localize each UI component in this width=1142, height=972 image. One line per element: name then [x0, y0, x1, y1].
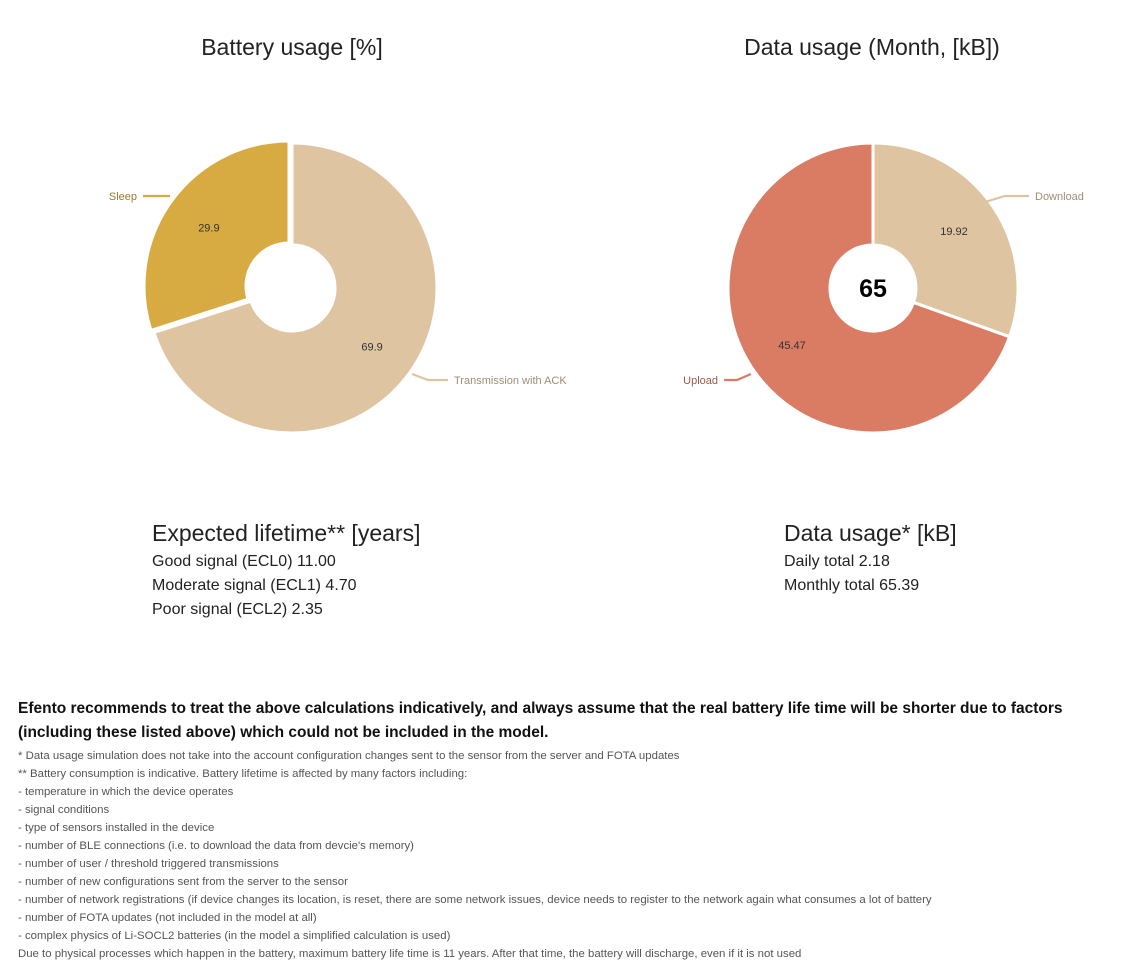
data-chart-title: Data usage (Month, [kB]) [744, 34, 1000, 60]
lifetime-row-moderate-signal: Moderate signal (ECL1) 4.70 [152, 577, 357, 594]
disclaimer-note: - signal conditions [18, 804, 110, 816]
disclaimer-note: - number of new configurations sent from… [18, 876, 348, 888]
battery-usage-donut: Battery usage [%] 29.9 Sleep 69.9 Transmiss… [109, 34, 567, 435]
disclaimer-note: - number of user / threshold triggered t… [18, 858, 279, 870]
disclaimer-note: - number of FOTA updates (not included i… [18, 912, 317, 924]
lifetime-row-good-signal: Good signal (ECL0) 11.00 [152, 553, 336, 570]
legend-label-sleep: Sleep [109, 191, 137, 203]
slice-value-upload: 45.47 [778, 340, 806, 352]
slice-value-transmission-with-ack: 69.9 [361, 341, 382, 353]
disclaimer-note: - temperature in which the device operat… [18, 786, 234, 798]
data-usage-daily-total: Daily total 2.18 [784, 553, 890, 570]
slice-value-download: 19.92 [940, 226, 968, 238]
expected-lifetime-panel: Expected lifetime** [years] Good signal … [152, 518, 420, 622]
disclaimer-note: Due to physical processes which happen i… [18, 948, 802, 960]
disclaimer-note: - complex physics of Li-SOCL2 batteries … [18, 930, 451, 942]
expected-lifetime-heading: Expected lifetime** [years] [152, 520, 421, 546]
disclaimer-note: * Data usage simulation does not take in… [18, 750, 680, 762]
data-usage-heading: Data usage* [kB] [784, 520, 957, 546]
lifetime-row-poor-signal: Poor signal (ECL2) 2.35 [152, 601, 323, 618]
data-usage-chart: Data usage (Month, [kB]) 19.92 Download 45… [580, 0, 1142, 480]
slice-sleep[interactable] [142, 139, 291, 332]
legend-label-download: Download [1035, 191, 1084, 203]
legend-label-upload: Upload [683, 375, 718, 387]
callout-line-upload [724, 372, 752, 382]
slice-upload[interactable] [726, 141, 1012, 435]
data-usage-donut: Data usage (Month, [kB]) 19.92 Download 45… [683, 34, 1084, 435]
disclaimer-note: - type of sensors installed in the devic… [18, 822, 215, 834]
disclaimer-note: ** Battery consumption is indicative. Ba… [18, 768, 468, 780]
callout-line-transmission-with-ack [411, 372, 448, 382]
slice-value-sleep: 29.9 [198, 223, 219, 235]
battery-chart-title: Battery usage [%] [201, 34, 383, 60]
data-usage-panel: Data usage* [kB] Daily total 2.18 Monthl… [784, 518, 957, 598]
data-usage-center-total: 65 [859, 275, 887, 303]
legend-label-transmission-with-ack: Transmission with ACK [454, 375, 567, 387]
disclaimer-note: - number of BLE connections (i.e. to dow… [18, 840, 414, 852]
callout-line-download [984, 194, 1029, 204]
battery-usage-chart: Battery usage [%] 29.9 Sleep 69.9 Transmiss… [0, 0, 580, 480]
slice-transmission-with-ack[interactable] [152, 141, 439, 435]
slice-download[interactable] [871, 141, 1020, 339]
data-usage-monthly-total: Monthly total 65.39 [784, 577, 920, 594]
disclaimer-lead: Efento recommends to treat the above cal… [18, 700, 1063, 741]
disclaimer-section: Efento recommends to treat the above cal… [18, 697, 1133, 963]
disclaimer-notes: * Data usage simulation does not take in… [18, 747, 1133, 963]
disclaimer-note: - number of network registrations (if de… [18, 894, 932, 906]
